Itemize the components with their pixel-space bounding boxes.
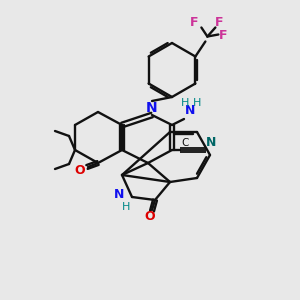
Text: F: F: [190, 16, 199, 29]
Text: H: H: [122, 202, 130, 212]
Text: H: H: [193, 98, 201, 108]
Text: O: O: [145, 211, 155, 224]
Text: N: N: [185, 104, 195, 118]
Text: N: N: [114, 188, 124, 200]
Text: F: F: [219, 29, 228, 42]
Text: C: C: [181, 138, 189, 148]
Text: N: N: [146, 101, 158, 115]
Text: N: N: [206, 136, 216, 149]
Text: H: H: [181, 98, 189, 108]
Text: O: O: [75, 164, 85, 178]
Text: F: F: [215, 16, 224, 29]
